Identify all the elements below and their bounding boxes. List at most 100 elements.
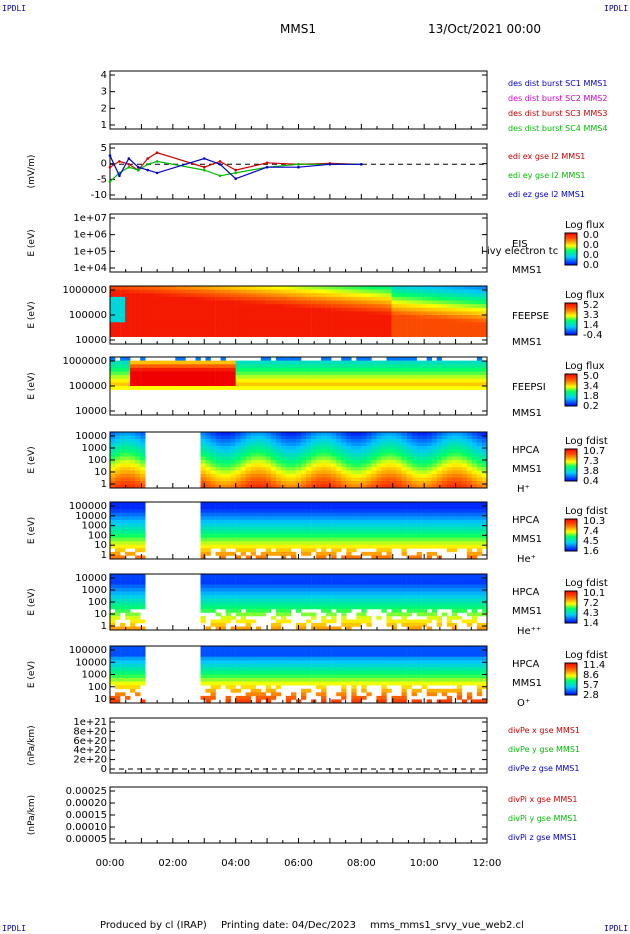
heatmap-cell <box>265 442 272 447</box>
heatmap-cell <box>301 289 307 294</box>
heatmap-cell <box>240 595 246 599</box>
heatmap-cell <box>210 442 216 447</box>
heatmap-cell <box>426 577 432 582</box>
heatmap-cell <box>326 470 332 475</box>
heatmap-cell <box>341 371 347 376</box>
heatmap-cell <box>441 296 448 301</box>
heatmap-cell <box>411 378 417 383</box>
heatmap-cell <box>115 551 121 556</box>
heatmap-cell <box>140 526 146 531</box>
heatmap-cell <box>205 435 211 440</box>
heatmap-cell <box>326 432 332 436</box>
heatmap-cell <box>255 463 262 468</box>
heatmap-cell <box>361 534 367 538</box>
heatmap-cell <box>120 453 126 457</box>
heatmap-cell <box>200 674 206 679</box>
heatmap-cell <box>431 602 437 606</box>
heatmap-cell <box>195 307 201 312</box>
heatmap-cell <box>396 577 402 582</box>
heatmap-cell <box>451 616 458 620</box>
heatmap-cell <box>270 595 277 599</box>
heatmap-cell <box>306 595 312 599</box>
heatmap-cell <box>270 544 277 549</box>
heatmap-cell <box>185 315 191 319</box>
heatmap-cell <box>421 581 427 585</box>
heatmap-cell <box>296 516 302 521</box>
heatmap-cell <box>260 551 267 556</box>
heatmap-cell <box>461 386 468 390</box>
heatmap-cell <box>230 541 236 546</box>
heatmap-cell <box>326 509 332 513</box>
heatmap-cell <box>451 442 458 447</box>
heatmap-cell <box>406 541 412 546</box>
heatmap-cell <box>110 435 116 440</box>
heatmap-cell <box>311 519 317 524</box>
heatmap-cell <box>265 439 272 443</box>
heatmap-cell <box>341 435 347 440</box>
heatmap-cell <box>140 555 146 560</box>
heatmap-cell <box>376 574 382 578</box>
heatmap-cell <box>482 541 488 546</box>
heatmap-cell <box>125 375 131 379</box>
heatmap-cell <box>331 304 337 308</box>
heatmap-cell <box>396 453 402 457</box>
heatmap-cell <box>205 300 211 305</box>
heatmap-cell <box>175 375 181 379</box>
heatmap-cell <box>416 602 422 606</box>
heatmap-cell <box>336 456 342 461</box>
heatmap-cell <box>205 551 211 556</box>
heatmap-cell <box>240 612 246 617</box>
heatmap-cell <box>336 300 342 305</box>
heatmap-cell <box>225 544 231 549</box>
heatmap-cell <box>396 296 402 301</box>
heatmap-cell <box>371 551 377 556</box>
heatmap-cell <box>361 516 367 521</box>
heatmap-cell <box>280 463 287 468</box>
heatmap-cell <box>240 481 246 485</box>
panel-2 <box>109 143 488 200</box>
heatmap-cell <box>371 526 377 531</box>
heatmap-cell <box>291 470 297 475</box>
footer-produced: Produced by cl (IRAP) <box>100 920 207 931</box>
heatmap-cell <box>110 333 116 337</box>
heatmap-cell <box>296 470 302 475</box>
heatmap-cell <box>296 382 302 387</box>
heatmap-cell <box>225 595 231 599</box>
heatmap-cell <box>260 463 267 468</box>
heatmap-cell <box>225 449 231 454</box>
heatmap-cell <box>381 375 387 379</box>
heatmap-cell <box>235 446 241 450</box>
heatmap-cell <box>220 364 226 369</box>
heatmap-cell <box>391 623 397 627</box>
heatmap-cell <box>220 460 226 464</box>
heatmap-cell <box>235 289 241 294</box>
heatmap-cell <box>235 378 241 383</box>
heatmap-cell <box>255 505 262 510</box>
heatmap-cell <box>301 293 307 298</box>
heatmap-cell <box>296 588 302 592</box>
heatmap-cell <box>326 602 332 606</box>
heatmap-cell <box>436 460 442 464</box>
heatmap-cell <box>311 595 317 599</box>
heatmap-cell <box>456 534 463 538</box>
heatmap-cell <box>135 595 141 599</box>
heatmap-cell <box>391 456 397 461</box>
heatmap-cell <box>165 367 171 372</box>
heatmap-cell <box>351 311 357 316</box>
colorbar-tick-label: 10.1 <box>583 588 605 599</box>
heatmap-cell <box>210 577 216 582</box>
heatmap-cell <box>165 318 171 323</box>
heatmap-cell <box>225 537 231 542</box>
heatmap-cell <box>471 584 478 589</box>
heatmap-cell <box>416 311 422 316</box>
heatmap-cell <box>446 595 453 599</box>
heatmap-cell <box>406 623 412 627</box>
heatmap-cell <box>351 286 357 290</box>
heatmap-cell <box>230 584 236 589</box>
legend-entry: des dist burst SC3 MMS3 <box>508 109 607 118</box>
heatmap-cell <box>326 364 332 369</box>
heatmap-cell <box>336 626 342 631</box>
heatmap-cell <box>341 598 347 603</box>
heatmap-cell <box>115 678 121 682</box>
heatmap-cell <box>341 463 347 468</box>
